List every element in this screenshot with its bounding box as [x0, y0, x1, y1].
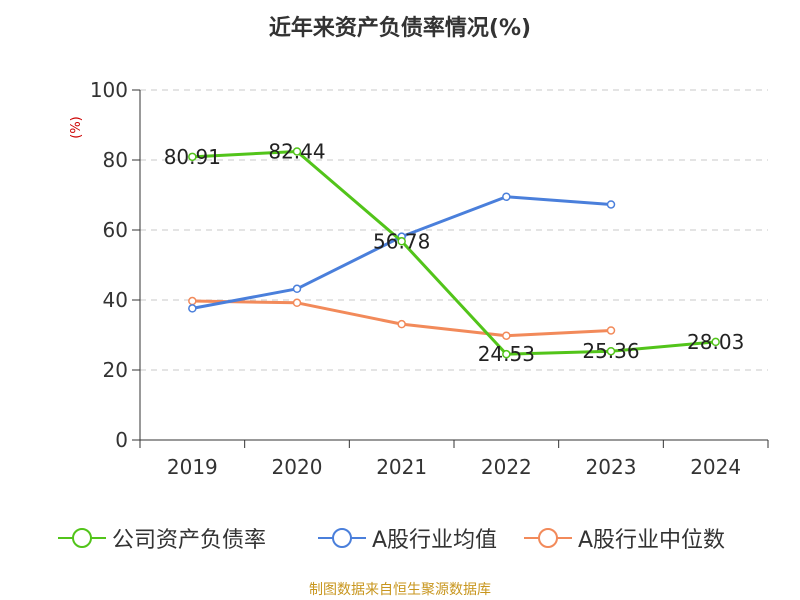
legend-label: A股行业中位数 — [578, 528, 726, 553]
legend-label: A股行业均值 — [372, 528, 498, 553]
grid-lines — [140, 89, 768, 371]
series-lines — [188, 147, 720, 359]
data-point — [188, 152, 197, 162]
x-tick-label: 2020 — [272, 455, 323, 479]
data-label: 24.53 — [478, 342, 535, 366]
data-point — [711, 337, 720, 347]
data-label: 28.03 — [687, 330, 744, 354]
x-tick-label: 2021 — [376, 455, 427, 479]
legend-circle — [332, 528, 352, 548]
data-point — [188, 304, 197, 313]
series-line — [192, 149, 716, 356]
data-point — [502, 331, 511, 340]
x-tick-label: 2022 — [481, 455, 532, 479]
legend-circle — [538, 528, 558, 548]
data-point — [502, 349, 511, 359]
legend-item[interactable]: A股行业均值 — [318, 520, 497, 556]
legend-marker-icon — [524, 528, 572, 548]
data-point — [397, 319, 406, 329]
y-tick-label: 80 — [103, 148, 128, 172]
data-point — [502, 192, 511, 201]
data-point — [606, 326, 616, 335]
data-labels: 80.91 82.44 56.78 24.53 25.36 28.03 — [164, 139, 745, 366]
legend: 公司资产负债率 A股行业均值 A股行业中位数 — [0, 520, 800, 556]
data-point — [606, 346, 616, 356]
y-tick-label: 100 — [90, 78, 128, 102]
data-label: 25.36 — [582, 339, 639, 363]
x-tick-label: 2023 — [586, 455, 637, 479]
data-point — [292, 147, 302, 156]
source-note: 制图数据来自恒生聚源数据库 — [309, 582, 491, 598]
data-point — [397, 237, 406, 246]
data-point — [292, 298, 302, 308]
data-point — [292, 284, 302, 294]
data-label: 80.91 — [164, 145, 221, 169]
y-tick-label: 40 — [103, 288, 128, 312]
x-tick-label: 2024 — [690, 455, 741, 479]
line-chart: 0 20 40 60 80 100 2019 2020 2021 2022 2023 2024 80.… — [90, 78, 769, 479]
axes: 0 20 40 60 80 100 2019 2020 2021 2022 2023 2024 — [90, 78, 769, 479]
legend-label: 公司资产负债率 — [112, 528, 267, 553]
y-tick-label: 60 — [103, 218, 128, 242]
y-tick-label: 20 — [103, 358, 128, 382]
legend-marker-icon — [58, 528, 106, 548]
legend-circle — [72, 528, 92, 548]
data-point — [606, 200, 616, 209]
y-tick-label: 0 — [115, 428, 128, 452]
chart-title: 近年来资产负债率情况(%) — [268, 16, 532, 41]
data-point — [188, 296, 197, 306]
data-label: 82.44 — [268, 139, 325, 163]
legend-item[interactable]: 公司资产负债率 — [58, 520, 266, 556]
data-label: 56.78 — [373, 229, 430, 253]
legend-item[interactable]: A股行业中位数 — [524, 520, 725, 556]
legend-marker-icon — [318, 528, 366, 548]
series-line — [192, 299, 612, 338]
x-tick-label: 2019 — [167, 455, 218, 479]
